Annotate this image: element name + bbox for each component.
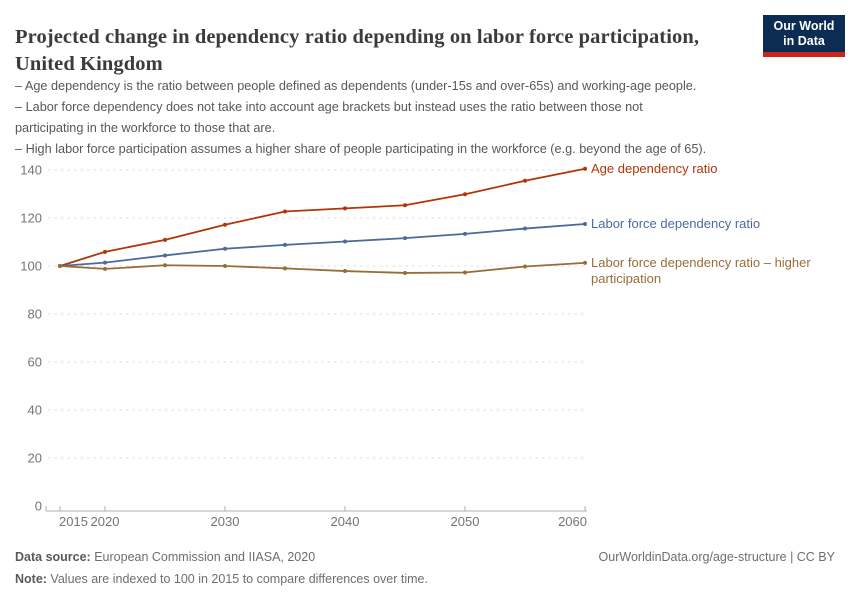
owid-link[interactable]: OurWorldinData.org/age-structure | CC BY [598,550,835,564]
owid-logo: Our World in Data [763,15,845,57]
x-tick-label: 2020 [91,514,120,529]
data-point [523,226,527,231]
subtitle-line: – Age dependency is the ratio between pe… [15,79,697,93]
owid-logo-redbar [763,52,845,57]
data-point [58,264,62,268]
data-point [163,237,167,242]
data-point [103,266,107,271]
owid-logo-line1: Our World [773,19,835,33]
owid-logo-text: Our World in Data [763,15,845,52]
data-point [403,203,407,208]
data-point [163,253,167,258]
x-tick-label: 2040 [331,514,360,529]
data-line [59,261,586,274]
data-point [223,264,227,268]
y-tick-label: 120 [20,211,42,226]
y-tick-label: 140 [20,163,42,178]
x-tick-label: 2015 [59,514,88,529]
data-point [583,222,587,226]
data-point [283,209,287,214]
data-point [103,260,107,265]
data-point [583,166,587,171]
subtitle-line: – Labor force dependency does not take i… [15,100,643,114]
data-point [523,264,527,269]
data-point [463,231,467,236]
data-point [403,236,407,241]
data-point [343,269,347,274]
y-tick-label: 60 [28,355,42,370]
data-point [583,260,587,265]
data-point [403,270,407,275]
note-line: Note: Values are indexed to 100 in 2015 … [15,568,835,590]
chart-footer: Data source: European Commission and IIA… [15,546,835,590]
series-label: Age dependency ratio [591,161,717,176]
chart-subtitle: – Age dependency is the ratio between pe… [15,76,850,160]
series-label: participation [591,271,661,286]
subtitle-line: – High labor force participation assumes… [15,142,707,156]
note-label: Note: [15,572,47,586]
series-label: Labor force dependency ratio [591,216,760,231]
data-point [463,270,467,275]
data-line [59,223,586,267]
y-tick-label: 100 [20,259,42,274]
y-tick-label: 40 [28,403,42,418]
y-tick-label: 0 [35,499,42,514]
datasource-label: Data source: [15,550,91,564]
data-point [463,192,467,197]
x-tick-label: 2030 [211,514,240,529]
page-title: Projected change in dependency ratio dep… [15,25,700,75]
note-text: Values are indexed to 100 in 2015 to com… [46,572,428,586]
series-label: Labor force dependency ratio – higher [591,255,811,270]
data-point [223,246,227,251]
y-tick-label: 80 [28,307,42,322]
data-point [103,249,107,254]
data-point [283,266,287,271]
data-point [163,263,167,268]
data-point [223,222,227,227]
datasource-line: Data source: European Commission and IIA… [15,546,835,568]
x-tick-label: 2050 [451,514,480,529]
data-point [283,242,287,247]
data-line [59,167,586,267]
data-point [343,239,347,244]
x-tick-label: 2060 [558,514,587,529]
subtitle-line: participating in the workforce to those … [15,121,276,135]
datasource-text: European Commission and IIASA, 2020 [90,550,316,564]
data-point [523,178,527,183]
owid-logo-line2: in Data [783,34,825,48]
data-point [343,206,347,211]
y-tick-label: 20 [28,451,42,466]
